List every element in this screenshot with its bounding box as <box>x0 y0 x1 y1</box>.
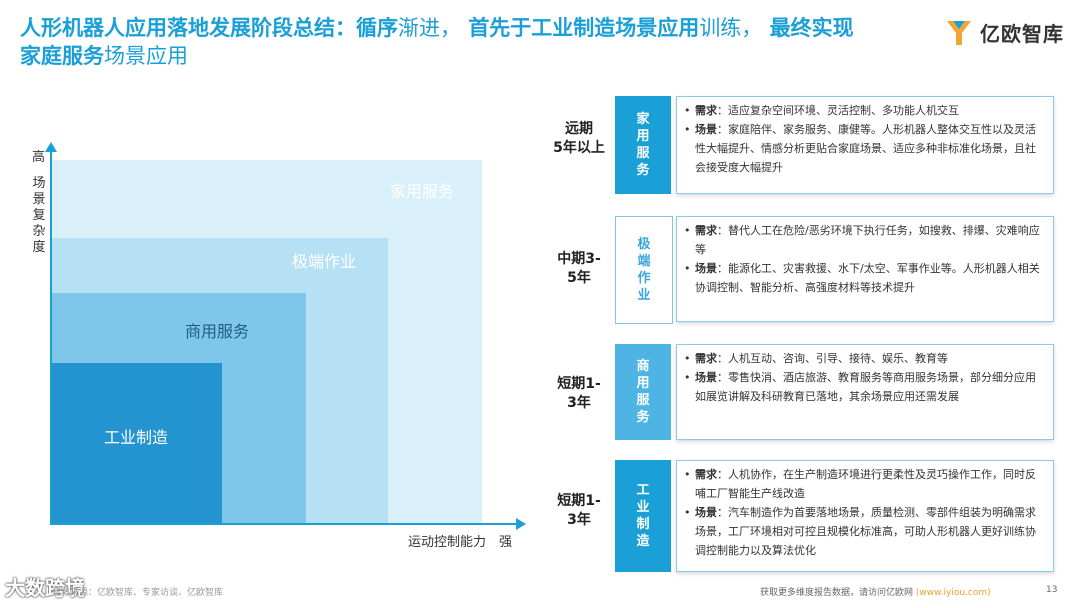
box-industrial: 需求：人机协作，在生产制造环境进行更柔性及灵巧操作工作，同时反哺工厂智能生产线改… <box>676 460 1054 572</box>
x-axis-label: 运动控制能力 <box>408 535 487 550</box>
list-item: 需求：人机协作，在生产制造环境进行更柔性及灵巧操作工作，同时反哺工厂智能生产线改… <box>683 465 1045 503</box>
title-part2: 循序 <box>356 16 398 40</box>
box-commercial-service: 需求：人机互动、咨询、引导、接待、娱乐、教育等 场景：零售快消、酒店旅游、教育服… <box>676 344 1054 440</box>
tag-commercial-service-label: 商用服务 <box>636 359 650 425</box>
title-part3: 渐进， <box>398 16 461 40</box>
title-part4: 首先于工业制造场景应用 <box>468 16 700 40</box>
box-home-service: 需求：适应复杂空间环境、灵活控制、多功能人机交互 场景：家庭陪伴、家务服务、康健… <box>676 96 1054 194</box>
y-axis-high: 高 <box>32 150 46 165</box>
list-item: 需求：适应复杂空间环境、灵活控制、多功能人机交互 <box>683 101 1045 120</box>
tag-industrial: 工业制造 <box>615 460 671 572</box>
x-axis-strong: 强 <box>499 535 513 550</box>
tag-commercial-service: 商用服务 <box>615 344 671 440</box>
period-long-term: 远期 5年以上 <box>553 121 605 156</box>
period-mid-term: 中期3- 5年 <box>557 251 601 286</box>
x-axis-arrow-icon <box>516 518 526 530</box>
x-axis <box>50 523 518 525</box>
title-part6: 最终实现 <box>769 16 854 40</box>
list-item: 场景：能源化工、灾害救援、水下/太空、军事作业等。人形机器人相关协调控制、智能分… <box>683 259 1045 297</box>
tag-extreme-work-label: 极端作业 <box>637 237 651 303</box>
block-industrial <box>52 363 222 523</box>
tag-industrial-label: 工业制造 <box>636 483 650 549</box>
source-note: 资料来源：亿欧智库、专家访谈、亿欧智库 <box>52 588 224 598</box>
tag-home-service-label: 家用服务 <box>636 112 650 178</box>
block-label-commercial: 商用服务 <box>185 322 250 341</box>
title-part5: 训练， <box>699 16 763 40</box>
tag-extreme-work: 极端作业 <box>615 216 673 324</box>
logo: 亿欧智库 <box>944 16 1064 48</box>
title-line2a: 家庭服务 <box>20 44 104 68</box>
block-label-extreme: 极端作业 <box>292 252 357 271</box>
block-label-home: 家用服务 <box>390 182 455 201</box>
list-item: 场景：家庭陪伴、家务服务、康健等。人形机器人整体交互性以及灵活性大幅提升、情感分… <box>683 120 1045 177</box>
y-axis-label: 场景复杂度 <box>32 176 46 255</box>
page-number: 13 <box>1046 585 1058 595</box>
tag-home-service: 家用服务 <box>615 96 671 194</box>
y-axis-arrow-icon <box>45 142 57 152</box>
watermark-brand: 大数跨境 <box>5 576 85 600</box>
list-item: 场景：零售快消、酒店旅游、教育服务等商用服务场景，部分细分应用如展览讲解及科研教… <box>683 368 1045 406</box>
footer-more: 获取更多维度报告数据，请访问亿欧网 (www.iyiou.com) <box>760 585 991 598</box>
title-part1: 人形机器人应用落地发展阶段总结： <box>20 16 356 40</box>
block-label-industrial: 工业制造 <box>104 428 169 447</box>
box-extreme-work: 需求：替代人工在危险/恶劣环境下执行任务，如搜救、排爆、灾难响应等 场景：能源化… <box>676 216 1054 322</box>
period-short-term-industrial: 短期1- 3年 <box>557 493 601 528</box>
y-axis <box>50 150 52 525</box>
title-line2b: 场景应用 <box>104 44 188 68</box>
logo-text: 亿欧智库 <box>980 21 1064 46</box>
logo-icon <box>947 21 971 45</box>
list-item: 场景：汽车制造作为首要落地场景，质量检测、零部件组装为明确需求场景，工厂环境相对… <box>683 503 1045 560</box>
list-item: 需求：人机互动、咨询、引导、接待、娱乐、教育等 <box>683 349 1045 368</box>
footer-more-text: 获取更多维度报告数据，请访问亿欧网 <box>760 588 914 598</box>
page-title: 人形机器人应用落地发展阶段总结：循序渐进， 首先于工业制造场景应用训练， 最终实… <box>20 14 900 70</box>
period-short-term-commercial: 短期1- 3年 <box>557 376 601 411</box>
footer-link[interactable]: (www.iyiou.com) <box>915 588 991 598</box>
list-item: 需求：替代人工在危险/恶劣环境下执行任务，如搜救、排爆、灾难响应等 <box>683 221 1045 259</box>
